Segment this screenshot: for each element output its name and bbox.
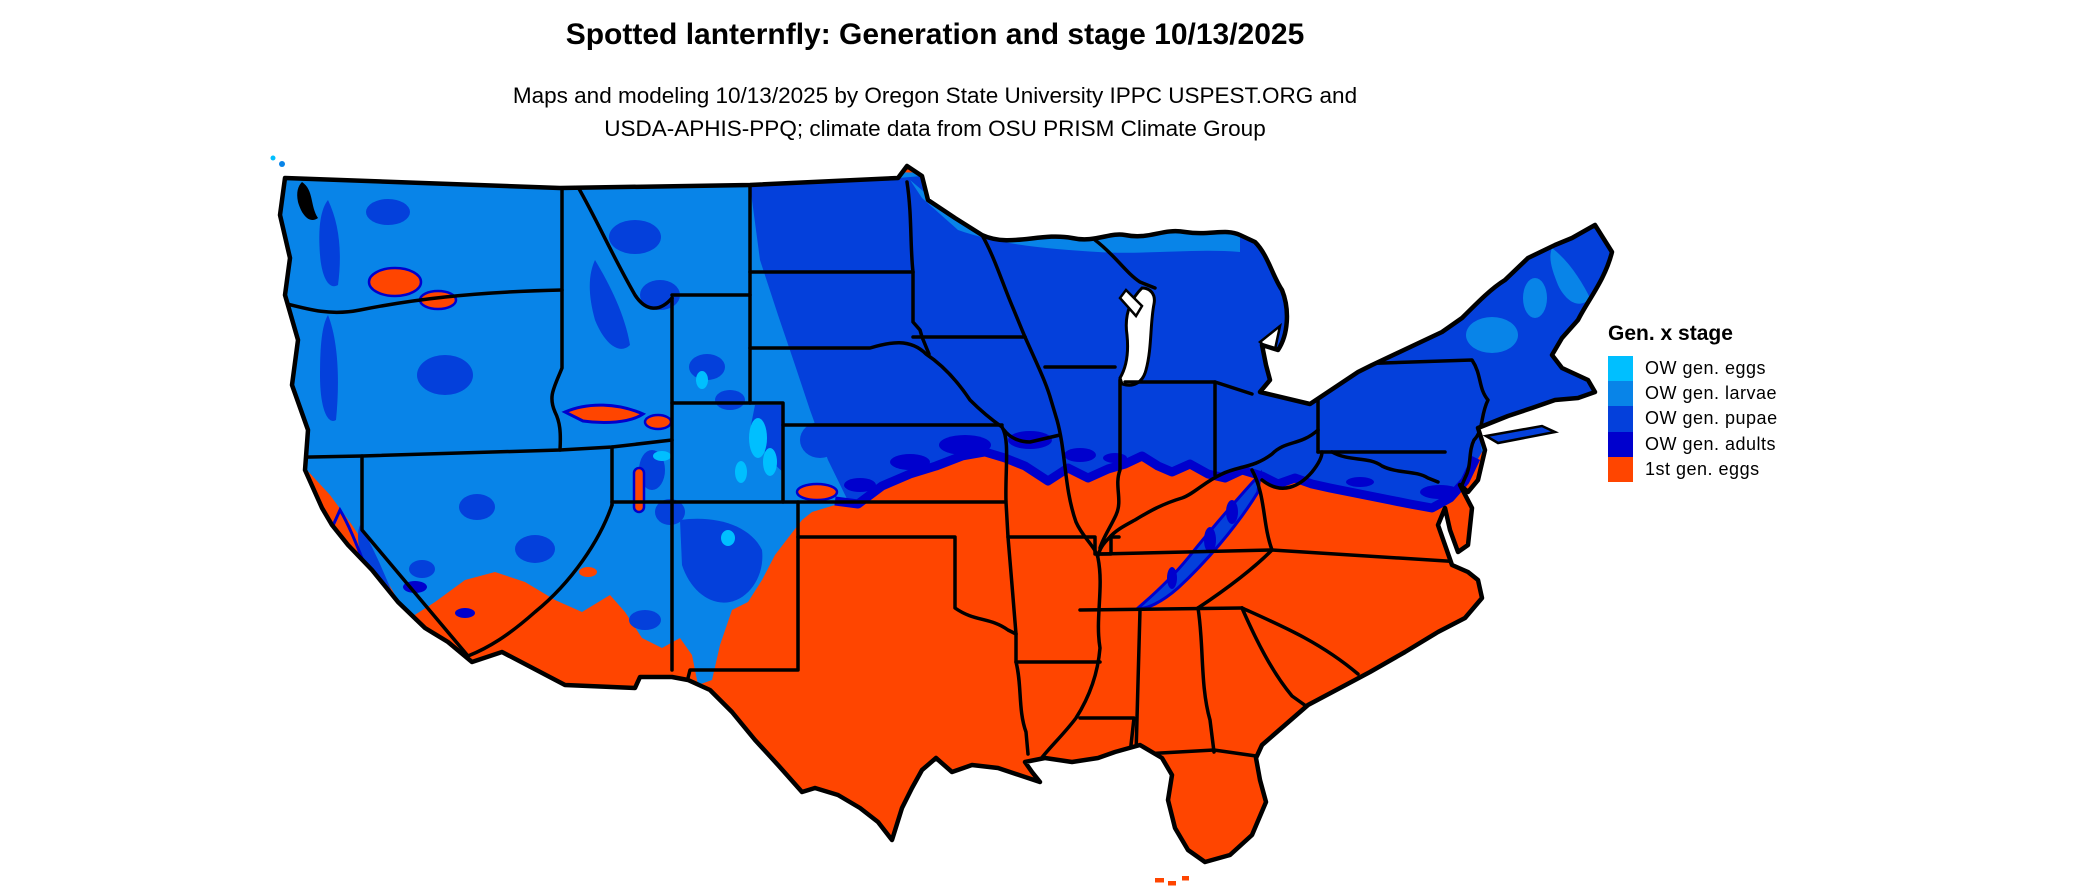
legend-item: OW gen. eggs	[1608, 356, 1938, 382]
page-title: Spotted lanternfly: Generation and stage…	[565, 18, 1305, 51]
legend-swatch	[1608, 356, 1633, 382]
legend-title: Gen. x stage	[1608, 322, 1733, 345]
legend-label: OW gen. adults	[1645, 433, 1777, 454]
legend-swatch	[1608, 406, 1633, 432]
legend-item: OW gen. pupae	[1608, 406, 1938, 432]
subtitle-line-1: Maps and modeling 10/13/2025 by Oregon S…	[512, 83, 1358, 108]
legend-label: OW gen. pupae	[1645, 408, 1778, 429]
legend-swatch	[1608, 381, 1633, 407]
map-raster-fills	[280, 166, 1612, 862]
legend-label: 1st gen. eggs	[1645, 458, 1760, 479]
us-map-svg	[270, 155, 1615, 886]
map-extras	[270, 155, 1560, 886]
legend: Gen. x stage OW gen. eggs OW gen. larvae O…	[1608, 322, 1938, 482]
legend-item: OW gen. adults	[1608, 431, 1938, 457]
subtitle-line-2: USDA-APHIS-PPQ; climate data from OSU PR…	[604, 116, 1266, 141]
legend-label: OW gen. eggs	[1645, 358, 1767, 379]
legend-swatch	[1608, 456, 1633, 482]
long-island	[1482, 424, 1560, 445]
florida-keys	[1155, 878, 1164, 883]
legend-rows: OW gen. eggs OW gen. larvae OW gen. pupae O…	[1608, 356, 1938, 482]
conus-outline	[277, 163, 1615, 865]
legend-label: OW gen. larvae	[1645, 383, 1778, 404]
legend-item: OW gen. larvae	[1608, 381, 1938, 407]
us-stage-map	[210, 140, 1620, 890]
legend-swatch	[1608, 431, 1633, 457]
puget-sound	[297, 182, 318, 221]
state-borders	[280, 180, 1490, 770]
legend-item: 1st gen. eggs	[1608, 456, 1938, 482]
